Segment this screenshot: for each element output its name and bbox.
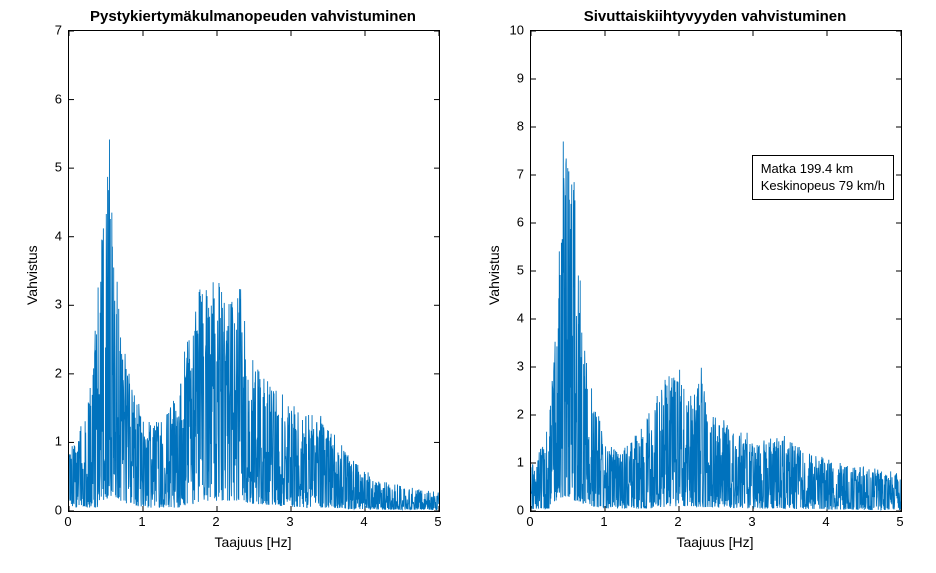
- x-tick-label: 1: [600, 514, 607, 529]
- y-tick-label: 4: [502, 311, 524, 326]
- y-tick-label: 6: [40, 91, 62, 106]
- x-tick-label: 4: [360, 514, 367, 529]
- x-tick-label: 3: [748, 514, 755, 529]
- x-tick-label: 5: [896, 514, 903, 529]
- y-tick-label: 6: [502, 215, 524, 230]
- y-tick-label: 4: [40, 228, 62, 243]
- y-tick-label: 3: [502, 359, 524, 374]
- x-axis-label-right: Taajuus [Hz]: [530, 534, 900, 550]
- plot-area-left: [68, 30, 440, 512]
- y-tick-label: 3: [40, 297, 62, 312]
- x-tick-label: 5: [434, 514, 441, 529]
- annotation-line: Keskinopeus 79 km/h: [761, 177, 885, 195]
- y-tick-label: 5: [40, 160, 62, 175]
- annotation-line: Matka 199.4 km: [761, 160, 885, 178]
- x-tick-label: 3: [286, 514, 293, 529]
- y-tick-label: 1: [502, 455, 524, 470]
- x-tick-label: 0: [526, 514, 533, 529]
- plot-area-right: [530, 30, 902, 512]
- y-axis-label-right: Vahvistus: [486, 245, 502, 305]
- y-tick-label: 8: [502, 119, 524, 134]
- annotation-box: Matka 199.4 kmKeskinopeus 79 km/h: [752, 155, 894, 200]
- y-tick-label: 10: [502, 23, 524, 38]
- y-tick-label: 7: [502, 167, 524, 182]
- x-tick-label: 2: [212, 514, 219, 529]
- chart-title-right: Sivuttaiskiihtyvyyden vahvistuminen: [530, 8, 900, 25]
- y-tick-label: 7: [40, 23, 62, 38]
- y-tick-label: 0: [502, 503, 524, 518]
- y-axis-label-left: Vahvistus: [24, 245, 40, 305]
- y-tick-label: 9: [502, 71, 524, 86]
- y-tick-label: 5: [502, 263, 524, 278]
- y-tick-label: 1: [40, 434, 62, 449]
- chart-svg-left: [69, 31, 439, 511]
- figure: Pystykiertymäkulmanopeuden vahvistuminen…: [0, 0, 936, 573]
- x-tick-label: 2: [674, 514, 681, 529]
- chart-svg-right: [531, 31, 901, 511]
- x-tick-label: 1: [138, 514, 145, 529]
- y-tick-label: 0: [40, 503, 62, 518]
- y-tick-label: 2: [502, 407, 524, 422]
- y-tick-label: 2: [40, 365, 62, 380]
- x-tick-label: 0: [64, 514, 71, 529]
- x-tick-label: 4: [822, 514, 829, 529]
- series-line-left: [69, 139, 439, 509]
- x-axis-label-left: Taajuus [Hz]: [68, 534, 438, 550]
- chart-title-left: Pystykiertymäkulmanopeuden vahvistuminen: [68, 8, 438, 25]
